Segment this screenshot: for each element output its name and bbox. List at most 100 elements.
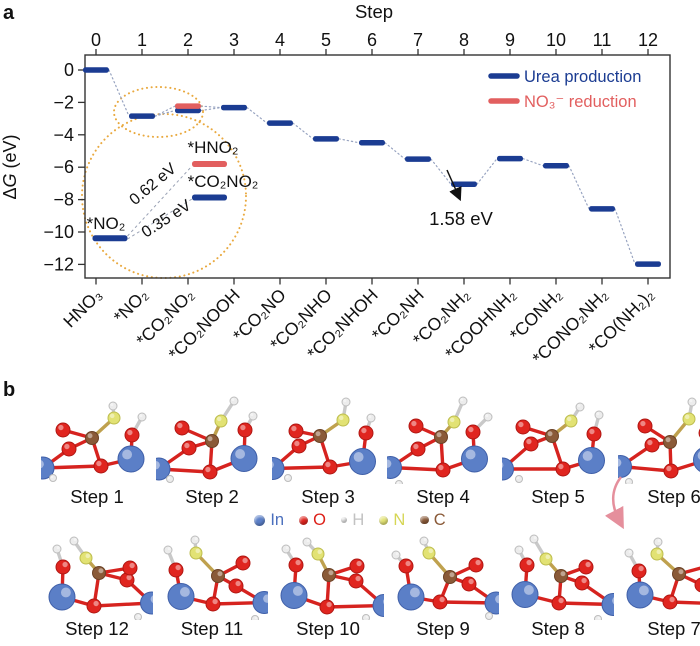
urea-level-step-12 [635, 261, 661, 267]
oxygen-atom [205, 596, 221, 612]
connector [430, 158, 452, 185]
atom-highlight [516, 476, 520, 480]
top-tick-label: 9 [505, 30, 515, 50]
atom-highlight [638, 585, 649, 596]
urea-level-step-11 [589, 206, 615, 212]
hydrogen-atom [52, 544, 62, 554]
oxygen-atom [574, 575, 590, 591]
urea-level-step-4 [267, 120, 293, 126]
indium-atom [167, 583, 195, 610]
atom-highlight [361, 427, 367, 434]
category-label: *NO₂ [110, 285, 152, 327]
atom-highlight [212, 598, 218, 605]
molecule-structure [491, 402, 605, 483]
urea-level-step-1 [129, 113, 155, 119]
molecule-step-label: Step 8 [531, 618, 585, 639]
atom-highlight [328, 570, 334, 576]
oxygen-atom [122, 560, 138, 576]
molecule-step-label: Step 10 [296, 618, 360, 639]
hydrogen-atom [69, 536, 79, 546]
inset-dashed-down [127, 198, 193, 240]
indium-atom [230, 445, 258, 472]
oxygen-atom [174, 420, 190, 436]
oxygen-atom [322, 459, 338, 475]
atom-highlight [545, 554, 551, 560]
atom-highlight [254, 616, 258, 620]
atom-legend: In O H N C [0, 507, 700, 533]
hydrogen-atom [514, 545, 524, 555]
c-atom-icon [420, 515, 429, 525]
molecule-cell [618, 528, 700, 625]
atom-highlight [656, 549, 662, 555]
in-atom-icon [254, 514, 266, 526]
atom-highlight [526, 438, 532, 445]
atom-highlight [285, 546, 289, 550]
oxygen-atom [291, 438, 307, 454]
atom-highlight [87, 433, 93, 439]
panel-b-label: b [3, 379, 16, 401]
atom-highlight [64, 443, 70, 450]
molecule-cell [261, 392, 384, 489]
indium-atom [48, 583, 76, 611]
atom-highlight [368, 415, 372, 419]
nitrogen-atom [311, 547, 325, 561]
atom-highlight [343, 399, 347, 403]
atom-highlight [194, 537, 198, 541]
oxygen-atom [168, 562, 184, 578]
oxygen-atom [523, 436, 539, 452]
atom-highlight [167, 547, 171, 551]
nitrogen-atom [682, 412, 696, 426]
atom-highlight [93, 600, 99, 607]
carbon-atom [434, 430, 448, 444]
hydrogen-atom [163, 545, 173, 555]
atom-highlight [413, 443, 419, 450]
atom-highlight [62, 561, 68, 568]
inset-level-no2 [92, 235, 128, 242]
atom-highlight [139, 414, 143, 418]
nitrogen-atom [336, 413, 350, 427]
hydrogen-atom [458, 396, 468, 406]
atom-highlight [250, 413, 254, 417]
atom-highlight [560, 571, 566, 577]
atom-highlight [684, 414, 690, 420]
atom-highlight [207, 436, 213, 442]
atom-highlight [475, 559, 481, 566]
indium-atom [578, 447, 605, 474]
atom-highlight [465, 449, 476, 460]
top-tick-label: 11 [593, 30, 612, 50]
oxygen-atom [435, 462, 451, 478]
atom-highlight [295, 559, 301, 566]
atom-legend-label: H [352, 510, 365, 529]
indium-atom [511, 581, 539, 608]
atom-highlight [411, 420, 417, 427]
atom-highlight [547, 431, 553, 437]
molecule-step-label: Step 9 [416, 618, 470, 639]
molecule-cell [491, 392, 614, 489]
y-tick-label: −12 [43, 254, 74, 274]
inset-level-hno2 [192, 161, 227, 167]
carbon-atom [554, 569, 568, 583]
oxygen-atom [237, 422, 253, 438]
atom-highlight [58, 424, 64, 431]
connector [522, 158, 544, 167]
atom-highlight [353, 452, 364, 462]
carbon-atom [85, 431, 99, 445]
nitrogen-atom [650, 547, 664, 561]
oxygen-atom [181, 440, 197, 456]
hydrogen-atom [302, 537, 312, 547]
top-tick-label: 7 [413, 30, 423, 50]
y-tick-label: −8 [53, 190, 74, 210]
atom-highlight [291, 425, 297, 432]
atom-highlight [317, 549, 323, 555]
connector [200, 106, 222, 112]
top-axis-title: Step [355, 1, 393, 22]
hydrogen-atom [419, 536, 429, 546]
top-tick-label: 12 [638, 30, 658, 50]
indium-atom [117, 445, 145, 473]
molecule-structure [280, 537, 396, 622]
atom-highlight [597, 616, 601, 620]
atom-highlight [669, 596, 675, 603]
nitrogen-atom [564, 414, 578, 428]
atom-legend-item: C [420, 511, 446, 530]
top-tick-label: 8 [459, 30, 469, 50]
